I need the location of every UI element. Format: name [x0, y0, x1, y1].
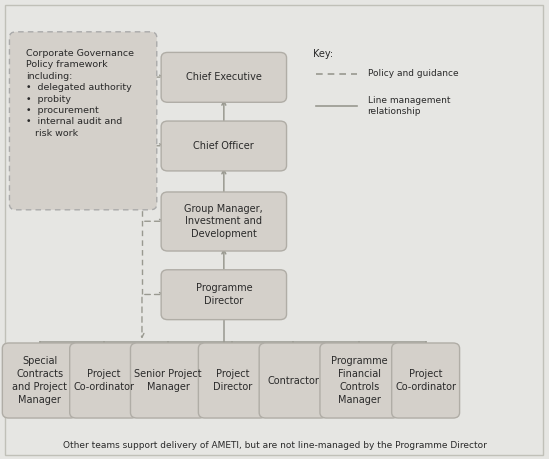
Text: Policy and guidance: Policy and guidance	[368, 69, 458, 78]
Text: Chief Executive: Chief Executive	[186, 73, 262, 82]
FancyBboxPatch shape	[320, 343, 399, 418]
FancyBboxPatch shape	[9, 32, 157, 210]
Text: Programme
Director: Programme Director	[195, 283, 252, 306]
FancyBboxPatch shape	[161, 121, 287, 171]
Text: Special
Contracts
and Project
Manager: Special Contracts and Project Manager	[12, 356, 67, 405]
Text: Project
Co-ordinator: Project Co-ordinator	[73, 369, 134, 392]
Text: Contractor: Contractor	[267, 375, 319, 386]
Text: Line management
relationship: Line management relationship	[368, 96, 450, 116]
FancyBboxPatch shape	[2, 343, 77, 418]
FancyBboxPatch shape	[161, 270, 287, 319]
Text: Other teams support delivery of AMETI, but are not line-managed by the Programme: Other teams support delivery of AMETI, b…	[63, 441, 486, 450]
FancyBboxPatch shape	[259, 343, 327, 418]
FancyBboxPatch shape	[131, 343, 205, 418]
Text: Senior Project
Manager: Senior Project Manager	[134, 369, 202, 392]
Text: Project
Director: Project Director	[212, 369, 252, 392]
FancyBboxPatch shape	[161, 192, 287, 251]
Text: Project
Co-ordinator: Project Co-ordinator	[395, 369, 456, 392]
FancyBboxPatch shape	[70, 343, 138, 418]
FancyBboxPatch shape	[161, 52, 287, 102]
Text: Group Manager,
Investment and
Development: Group Manager, Investment and Developmen…	[184, 204, 263, 239]
Text: Key:: Key:	[313, 49, 333, 59]
Text: Corporate Governance
Policy framework
including:
•  delegated authority
•  probi: Corporate Governance Policy framework in…	[26, 49, 134, 138]
Text: Chief Officer: Chief Officer	[193, 141, 254, 151]
FancyBboxPatch shape	[198, 343, 266, 418]
Text: Programme
Financial
Controls
Manager: Programme Financial Controls Manager	[331, 356, 388, 405]
FancyBboxPatch shape	[391, 343, 460, 418]
